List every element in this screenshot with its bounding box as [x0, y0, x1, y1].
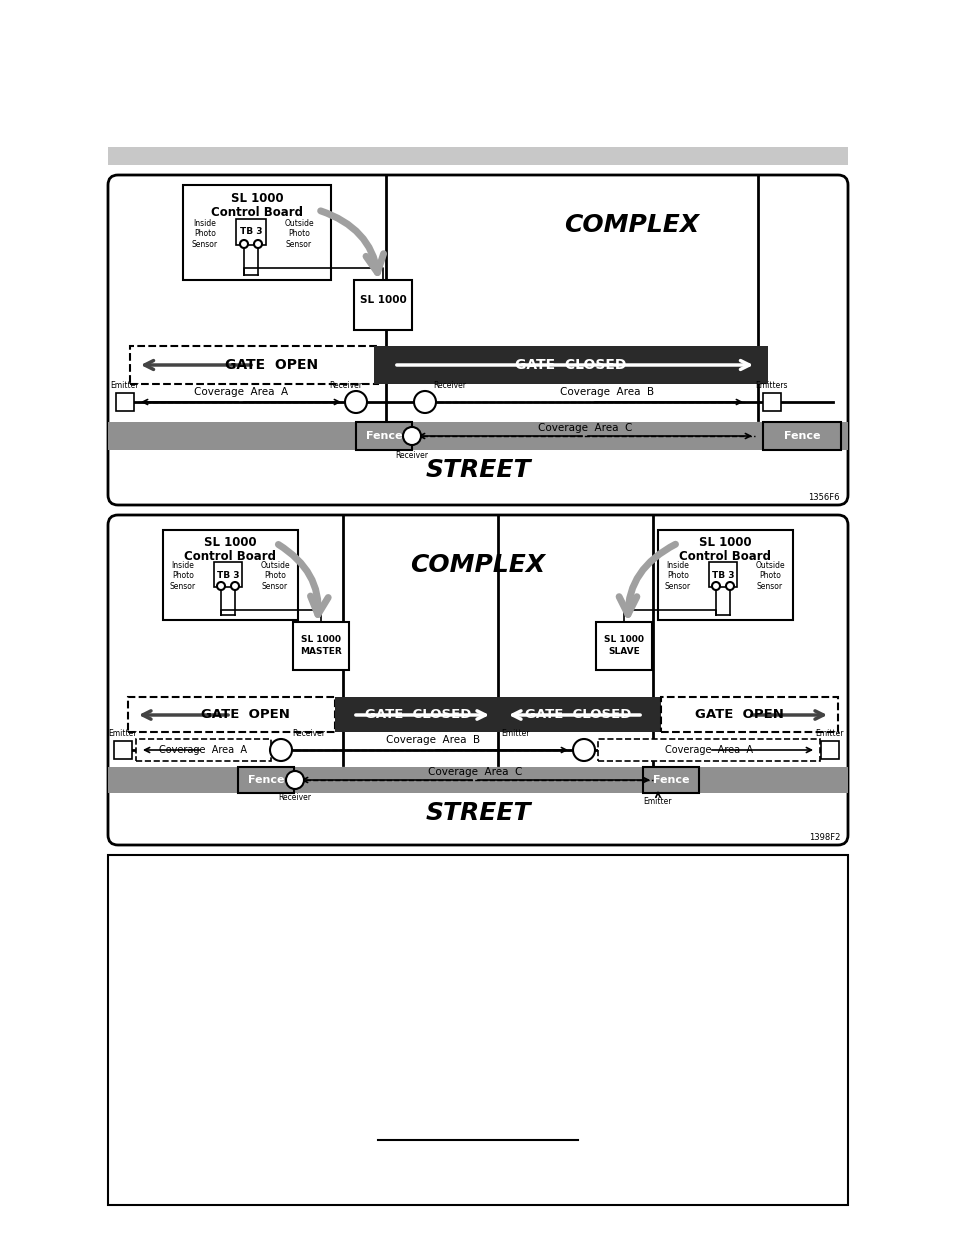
Bar	[293, 622, 349, 671]
Text: STREET: STREET	[425, 458, 530, 482]
Text: Coverage  Area  A: Coverage Area A	[193, 387, 288, 396]
Bar	[354, 280, 412, 330]
Text: Fence: Fence	[248, 776, 284, 785]
Text: Emitter: Emitter	[643, 797, 672, 805]
Text: SL 1000: SL 1000	[359, 295, 406, 305]
Text: GATE  OPEN: GATE OPEN	[200, 709, 289, 721]
Bar	[355, 422, 412, 450]
Bar	[108, 422, 847, 450]
Text: SL 1000: SL 1000	[204, 536, 256, 550]
Text: Emitters: Emitters	[755, 382, 787, 390]
Text: SL 1000: SL 1000	[603, 636, 643, 645]
Bar	[660, 697, 837, 732]
Bar	[596, 622, 651, 671]
Text: Emitter: Emitter	[109, 730, 137, 739]
Bar	[642, 767, 699, 793]
Circle shape	[345, 391, 367, 412]
Text: Control Board: Control Board	[184, 550, 275, 562]
Text: Coverage  Area  B: Coverage Area B	[559, 387, 654, 396]
Bar	[762, 422, 841, 450]
Text: SL 1000: SL 1000	[301, 636, 340, 645]
Text: Inside
Photo
Sensor: Inside Photo Sensor	[192, 219, 218, 249]
Text: Coverage  Area  A: Coverage Area A	[664, 745, 752, 755]
Bar	[108, 147, 847, 165]
Bar	[496, 697, 660, 732]
Text: Emitter: Emitter	[815, 730, 843, 739]
Text: TB 3: TB 3	[216, 571, 239, 579]
Circle shape	[231, 582, 239, 590]
Bar	[183, 185, 331, 280]
Text: Receiver: Receiver	[395, 452, 428, 461]
Text: SLAVE: SLAVE	[607, 646, 639, 656]
Bar	[335, 697, 501, 732]
Text: 1398F2: 1398F2	[808, 832, 840, 841]
Bar	[130, 346, 377, 384]
Text: Outside
Photo
Sensor: Outside Photo Sensor	[755, 561, 784, 590]
Text: GATE  CLOSED: GATE CLOSED	[364, 709, 471, 721]
Text: GATE  CLOSED: GATE CLOSED	[524, 709, 631, 721]
Bar	[598, 739, 820, 761]
Bar	[821, 741, 838, 760]
Text: Fence: Fence	[783, 431, 820, 441]
Bar	[163, 530, 297, 620]
Text: Receiver: Receiver	[329, 380, 362, 389]
Circle shape	[402, 427, 420, 445]
Text: Coverage  Area  C: Coverage Area C	[427, 767, 521, 777]
Text: Inside
Photo
Sensor: Inside Photo Sensor	[664, 561, 690, 590]
Text: Emitter: Emitter	[501, 729, 530, 737]
Circle shape	[240, 240, 248, 248]
Bar	[374, 346, 767, 384]
Text: TB 3: TB 3	[239, 227, 262, 236]
Circle shape	[414, 391, 436, 412]
Circle shape	[270, 739, 292, 761]
Bar	[213, 562, 242, 587]
Text: 1356F6: 1356F6	[807, 493, 840, 501]
Bar	[762, 393, 781, 411]
Circle shape	[711, 582, 720, 590]
Text: Outside
Photo
Sensor: Outside Photo Sensor	[260, 561, 290, 590]
Text: GATE  CLOSED: GATE CLOSED	[515, 358, 626, 372]
Bar	[658, 530, 792, 620]
Text: GATE  OPEN: GATE OPEN	[225, 358, 318, 372]
Text: Receiver: Receiver	[293, 729, 325, 737]
Bar	[108, 855, 847, 1205]
Text: Emitter: Emitter	[111, 382, 139, 390]
Text: Coverage  Area  C: Coverage Area C	[537, 424, 632, 433]
Text: GATE  OPEN: GATE OPEN	[694, 709, 782, 721]
Text: Fence: Fence	[365, 431, 402, 441]
Bar	[136, 739, 271, 761]
Text: Coverage  Area  B: Coverage Area B	[386, 735, 479, 745]
Bar	[237, 767, 294, 793]
Text: TB 3: TB 3	[711, 571, 734, 579]
Text: Receiver: Receiver	[278, 794, 312, 803]
Text: Control Board: Control Board	[211, 205, 303, 219]
Circle shape	[286, 771, 304, 789]
Circle shape	[216, 582, 225, 590]
Circle shape	[725, 582, 733, 590]
FancyBboxPatch shape	[108, 515, 847, 845]
Text: Outside
Photo
Sensor: Outside Photo Sensor	[284, 219, 314, 249]
Text: MASTER: MASTER	[300, 646, 341, 656]
Text: STREET: STREET	[425, 802, 530, 825]
Circle shape	[253, 240, 262, 248]
Text: SL 1000: SL 1000	[698, 536, 751, 550]
Text: Control Board: Control Board	[679, 550, 770, 562]
Bar	[235, 219, 266, 245]
Text: COMPLEX: COMPLEX	[410, 553, 545, 577]
FancyBboxPatch shape	[108, 175, 847, 505]
Text: Fence: Fence	[652, 776, 688, 785]
Bar	[113, 741, 132, 760]
Bar	[128, 697, 335, 732]
Bar	[708, 562, 737, 587]
Circle shape	[573, 739, 595, 761]
Text: Coverage  Area  A: Coverage Area A	[159, 745, 247, 755]
Text: SL 1000: SL 1000	[231, 193, 283, 205]
Text: COMPLEX: COMPLEX	[564, 212, 699, 237]
Text: Inside
Photo
Sensor: Inside Photo Sensor	[170, 561, 196, 590]
Bar	[116, 393, 133, 411]
Bar	[108, 767, 847, 793]
Text: Receiver: Receiver	[433, 380, 466, 389]
